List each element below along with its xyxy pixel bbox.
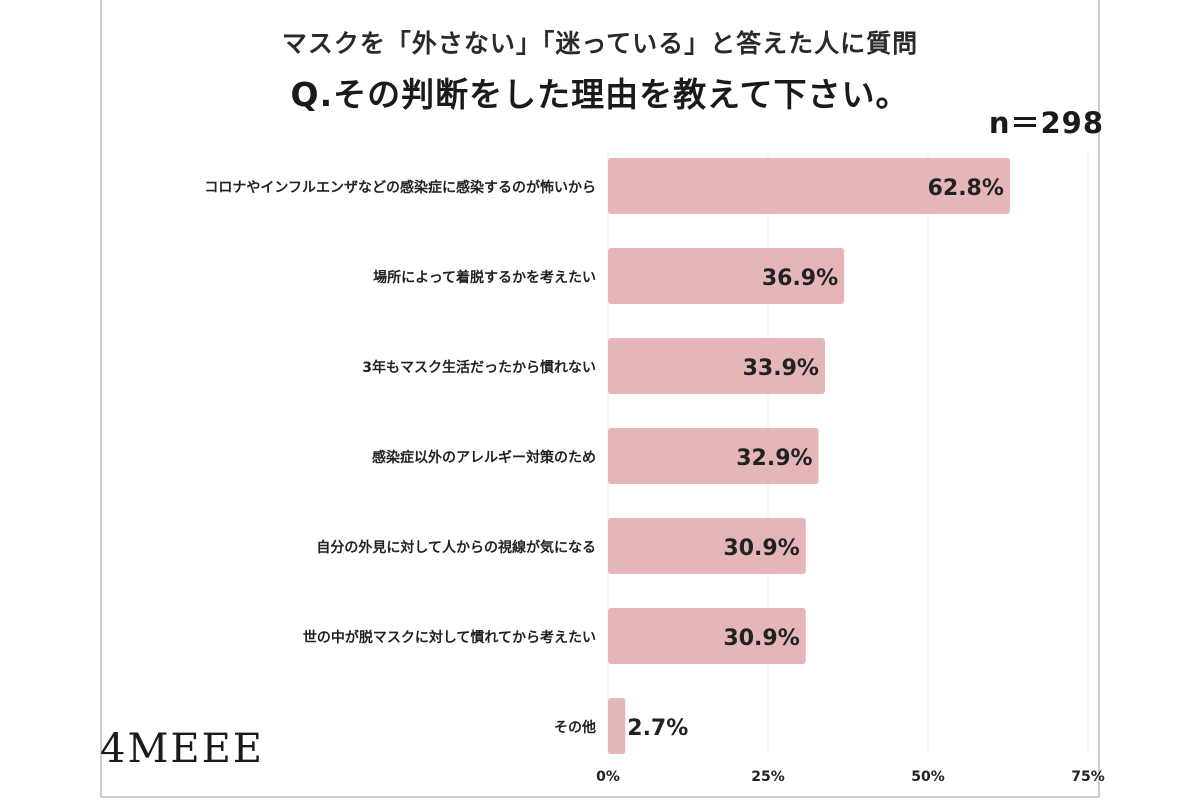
value-label: 62.8% (928, 176, 1004, 201)
x-tick-label: 0% (596, 769, 620, 785)
bar (608, 158, 1010, 214)
category-label: 自分の外見に対して人からの視線が気になる (316, 539, 596, 556)
bar (608, 428, 819, 484)
value-label: 32.9% (736, 446, 812, 471)
bar (608, 518, 806, 574)
category-label: コロナやインフルエンザなどの感染症に感染するのが怖いから (204, 179, 596, 196)
bar (608, 608, 806, 664)
x-tick-label: 75% (1071, 769, 1105, 785)
bar (608, 248, 845, 304)
category-label: その他 (554, 719, 596, 736)
bar (608, 338, 825, 394)
value-label: 30.9% (723, 536, 799, 561)
category-label: 3年もマスク生活だったから慣れない (362, 359, 596, 376)
bar (608, 698, 626, 754)
chart-title-line1: マスクを「外さない」「迷っている」と答えた人に質問 (281, 29, 919, 58)
category-label: 場所によって着脱するかを考えたい (373, 269, 596, 286)
value-label: 30.9% (723, 626, 799, 651)
value-label: 36.9% (762, 266, 838, 291)
category-label: 感染症以外のアレルギー対策のため (372, 449, 596, 466)
chart-frame (100, 0, 1100, 798)
chart-title-line2: Q.その判断をした理由を教えて下さい。 (290, 75, 910, 114)
x-tick-label: 50% (911, 769, 945, 785)
brand-logo: 4MEEE (100, 726, 265, 772)
x-tick-label: 25% (751, 769, 785, 785)
value-label: 2.7% (627, 716, 688, 741)
sample-size-label: n＝298 (988, 106, 1104, 140)
category-label: 世の中が脱マスクに対して慣れてから考えたい (303, 629, 596, 646)
value-label: 33.9% (743, 356, 819, 381)
